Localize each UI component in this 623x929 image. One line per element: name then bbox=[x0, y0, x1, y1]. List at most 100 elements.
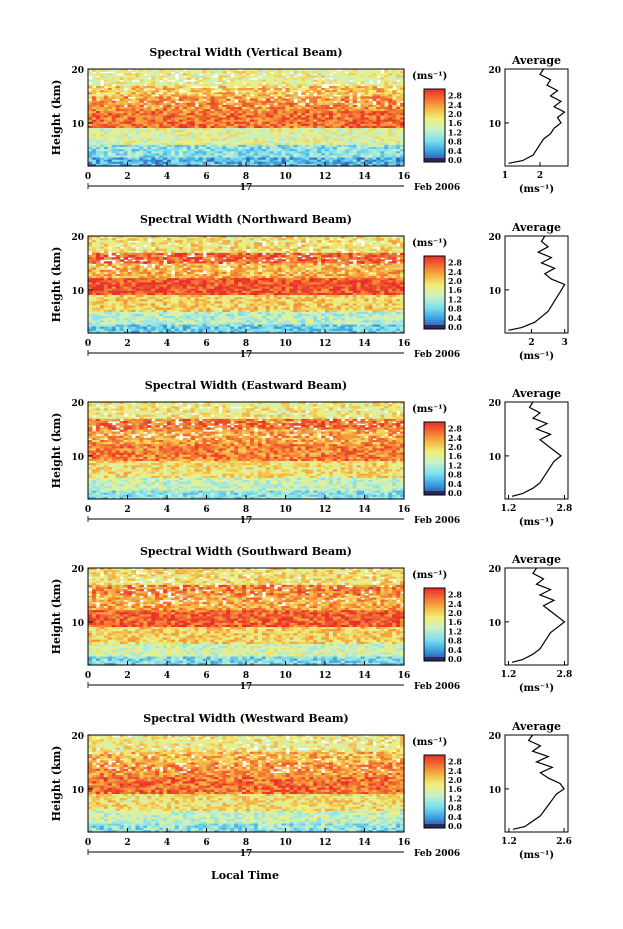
heatmap-cell bbox=[289, 115, 294, 119]
heatmap-cell bbox=[218, 69, 223, 72]
heatmap-cell bbox=[167, 125, 172, 129]
heatmap-cell bbox=[376, 271, 381, 275]
heatmap-cell bbox=[352, 163, 358, 167]
heatmap-cell bbox=[99, 269, 105, 273]
heatmap-cell bbox=[190, 128, 196, 131]
heatmap-cell bbox=[234, 119, 239, 123]
heatmap-cell bbox=[360, 259, 366, 262]
heatmap-cell bbox=[147, 113, 152, 116]
heatmap-cell bbox=[202, 117, 208, 121]
heatmap-cell bbox=[246, 117, 251, 121]
heatmap-cell bbox=[332, 111, 338, 114]
heatmap-cell bbox=[317, 111, 322, 114]
heatmap-cell bbox=[218, 123, 223, 127]
heatmap-cell bbox=[380, 104, 385, 108]
heatmap-cell bbox=[301, 151, 306, 154]
heatmap-cell bbox=[127, 121, 133, 125]
heatmap-cell bbox=[305, 71, 310, 74]
heatmap-cell bbox=[336, 111, 342, 114]
heatmap-cell bbox=[123, 73, 129, 76]
heatmap-cell bbox=[214, 106, 219, 110]
heatmap-cell bbox=[388, 153, 393, 157]
heatmap-cell bbox=[297, 155, 302, 159]
heatmap-cell bbox=[103, 102, 109, 106]
heatmap-cell bbox=[194, 155, 200, 159]
heatmap-cell bbox=[265, 134, 271, 138]
heatmap-cell bbox=[123, 273, 129, 277]
heatmap-cell bbox=[155, 236, 160, 239]
heatmap-cell bbox=[301, 138, 306, 142]
heatmap-cell bbox=[344, 155, 350, 159]
heatmap-cell bbox=[246, 159, 251, 163]
heatmap-cell bbox=[246, 273, 251, 277]
heatmap-cell bbox=[174, 155, 180, 159]
heatmap-cell bbox=[277, 69, 283, 72]
heatmap-cell bbox=[111, 236, 117, 239]
heatmap-cell bbox=[392, 246, 397, 250]
heatmap-cell bbox=[332, 140, 338, 144]
heatmap-cell bbox=[214, 252, 219, 256]
heatmap-cell bbox=[202, 134, 208, 138]
heatmap-cell bbox=[400, 83, 405, 87]
heatmap-cell bbox=[281, 85, 287, 89]
heatmap-cell bbox=[384, 248, 389, 252]
heatmap-cell bbox=[151, 140, 156, 144]
heatmap-cell bbox=[325, 238, 330, 241]
heatmap-cell bbox=[281, 90, 287, 93]
heatmap-cell bbox=[321, 138, 326, 142]
heatmap-cell bbox=[218, 102, 223, 106]
heatmap-cell bbox=[198, 71, 204, 74]
heatmap-cell bbox=[151, 94, 156, 98]
heatmap-cell bbox=[325, 263, 330, 267]
heatmap-cell bbox=[91, 119, 97, 123]
heatmap-cell bbox=[344, 244, 350, 248]
heatmap-cell bbox=[285, 106, 291, 110]
heatmap-cell bbox=[309, 111, 314, 114]
heatmap-cell bbox=[119, 147, 125, 150]
heatmap-cell bbox=[88, 128, 93, 131]
heatmap-cell bbox=[313, 109, 318, 112]
heatmap-cell bbox=[325, 140, 330, 144]
heatmap-cell bbox=[321, 90, 326, 93]
heatmap-cell bbox=[317, 71, 322, 74]
heatmap-cell bbox=[400, 121, 405, 125]
heatmap-cell bbox=[388, 263, 393, 267]
heatmap-cell bbox=[328, 250, 334, 254]
heatmap-cell bbox=[163, 257, 168, 260]
heatmap-cell bbox=[269, 153, 275, 157]
heatmap-cell bbox=[364, 238, 370, 241]
heatmap-cell bbox=[305, 161, 310, 165]
average-x-tick-label: 1 bbox=[502, 171, 508, 181]
heatmap-cell bbox=[293, 136, 298, 140]
heatmap-cell bbox=[127, 117, 133, 121]
heatmap-cell bbox=[400, 147, 405, 150]
heatmap-cell bbox=[368, 87, 373, 91]
heatmap-cell bbox=[186, 248, 192, 252]
heatmap-cell bbox=[178, 236, 184, 239]
heatmap-cell bbox=[214, 111, 219, 114]
heatmap-cell bbox=[210, 242, 215, 246]
heatmap-cell bbox=[167, 104, 172, 108]
heatmap-cell bbox=[309, 155, 314, 159]
heatmap-cell bbox=[356, 77, 362, 81]
heatmap-cell bbox=[186, 236, 192, 239]
heatmap-cell bbox=[372, 248, 377, 252]
heatmap-cell bbox=[206, 130, 212, 133]
heatmap-cell bbox=[103, 136, 109, 140]
heatmap-cell bbox=[285, 155, 291, 159]
heatmap-cell bbox=[210, 87, 215, 91]
heatmap-cell bbox=[380, 138, 385, 142]
heatmap-cell bbox=[348, 83, 354, 87]
heatmap-cell bbox=[234, 244, 239, 248]
heatmap-cell bbox=[293, 153, 298, 157]
heatmap-cell bbox=[301, 134, 306, 138]
heatmap-cell bbox=[257, 157, 263, 161]
heatmap-cell bbox=[317, 77, 322, 81]
heatmap-cell bbox=[135, 244, 140, 248]
heatmap-cell bbox=[95, 102, 101, 106]
heatmap-cell bbox=[119, 161, 125, 165]
heatmap-cell bbox=[372, 117, 377, 121]
heatmap-cell bbox=[257, 87, 263, 91]
heatmap-cell bbox=[88, 269, 93, 273]
heatmap-cell bbox=[147, 73, 152, 76]
